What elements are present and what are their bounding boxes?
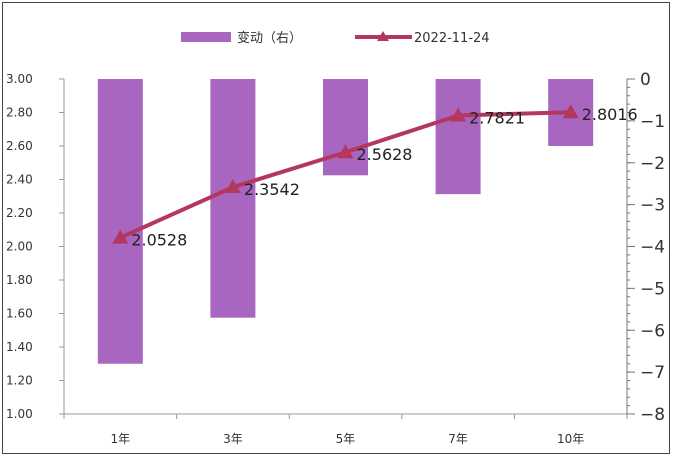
y-left-tick-label: 1.60 <box>6 307 33 321</box>
y-left-tick-label: 2.80 <box>6 106 33 120</box>
y-left-tick-label: 1.80 <box>6 273 33 287</box>
legend-line-label: 2022-11-24 <box>414 31 490 46</box>
y-left-tick-label: 2.00 <box>6 240 33 254</box>
y-right-tick-label: −2 <box>640 154 665 174</box>
y-right-tick-label: −7 <box>640 363 665 383</box>
line-marker-4 <box>450 107 467 122</box>
data-label-2: 2.3542 <box>244 180 300 199</box>
y-left-tick-label: 1.40 <box>6 340 33 354</box>
y-left-tick-label: 1.20 <box>6 374 33 388</box>
y-right-tick-label: −3 <box>640 196 665 216</box>
y-right-tick-label: −8 <box>640 405 665 425</box>
x-tick-label: 3年 <box>223 432 243 446</box>
axes: 1.00 1.20 1.40 1.60 1.80 2.00 2.20 2.40 2.60 2.80… <box>6 70 665 446</box>
bar-series <box>97 79 594 364</box>
y-left-tick-label: 2.60 <box>6 139 33 153</box>
y-right-tick-label: −5 <box>640 279 665 299</box>
line-marker-3 <box>337 144 354 159</box>
data-label-3: 2.5628 <box>357 145 413 164</box>
y-left-tick-label: 2.20 <box>6 206 33 220</box>
legend-bar-swatch <box>181 32 231 42</box>
line-series: 2.0528 2.3542 2.5628 2.7821 2.8016 <box>112 104 638 250</box>
x-tick-label: 10年 <box>557 432 584 446</box>
line-marker-2 <box>224 179 241 194</box>
bar-3 <box>323 79 368 176</box>
bar-4 <box>435 79 481 195</box>
line-marker-1 <box>112 229 129 244</box>
y-left-tick-label: 2.40 <box>6 173 33 187</box>
bar-1 <box>97 79 143 364</box>
legend-bar-label: 变动（右） <box>237 30 302 46</box>
x-tick-label: 1年 <box>110 432 130 446</box>
data-label-5: 2.8016 <box>582 105 638 124</box>
legend: 变动（右） 2022-11-24 <box>181 30 490 46</box>
x-tick-label: 5年 <box>336 432 356 446</box>
bar-2 <box>210 79 256 318</box>
y-right-tick-label: −1 <box>640 112 665 132</box>
y-left-tick-label: 3.00 <box>6 72 33 86</box>
y-right-tick-label: −4 <box>640 238 665 258</box>
legend-line-marker <box>377 31 389 41</box>
y-left-tick-label: 1.00 <box>6 407 33 421</box>
line-marker-5 <box>562 104 579 119</box>
y-right-tick-label: −6 <box>640 321 665 341</box>
data-label-1: 2.0528 <box>131 231 187 250</box>
y-right-tick-label: 0 <box>640 70 651 90</box>
x-tick-label: 7年 <box>448 432 468 446</box>
data-label-4: 2.7821 <box>469 108 525 127</box>
